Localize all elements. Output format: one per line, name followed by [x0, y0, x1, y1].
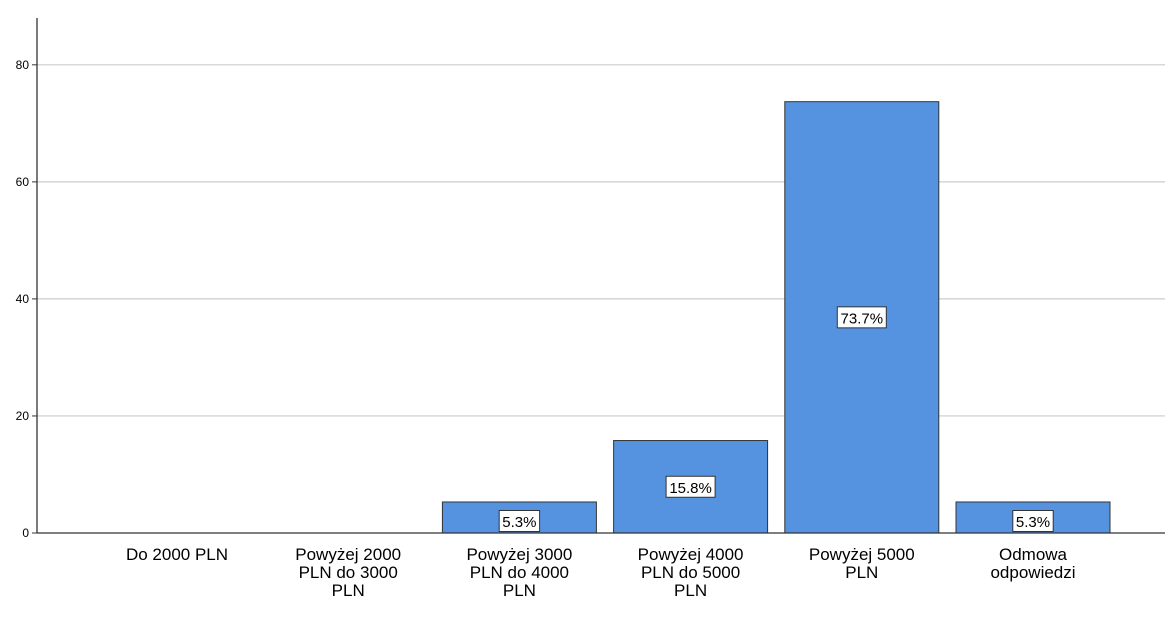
axes: 0 20 40 60 80 Do 2000 PLN Powyżej 2000 PLN do 3… [16, 18, 1165, 600]
x-tick-label: Powyżej 3000 PLN do 4000 PLN [466, 545, 572, 600]
data-label: 15.8% [669, 480, 712, 497]
x-tick-label-line: Powyżej 4000 [638, 545, 744, 564]
x-tick-label-line: PLN do 5000 [641, 563, 740, 582]
data-label: 73.7% [841, 310, 884, 327]
x-tick-label: Odmowa odpowiedzi [990, 545, 1075, 582]
data-label-box [665, 475, 716, 498]
x-tick-label-line: PLN do 4000 [470, 563, 569, 582]
x-tick-label-line: PLN [503, 581, 536, 600]
x-tick-label: Do 2000 PLN [126, 545, 228, 564]
y-tick-label: 20 [16, 409, 30, 423]
x-tick-label-line: PLN [332, 581, 365, 600]
y-tick-label: 0 [22, 526, 29, 540]
x-tick-label: Powyżej 5000 PLN [809, 545, 915, 582]
x-tick-label-line: Powyżej 3000 [466, 545, 572, 564]
x-tick-label-line: PLN [674, 581, 707, 600]
x-tick-label-line: Powyżej 5000 [809, 545, 915, 564]
data-label: 5.3% [1016, 514, 1050, 531]
y-tick-label: 60 [16, 175, 30, 189]
x-tick-label-line: Odmowa [999, 545, 1068, 564]
data-label-box [836, 306, 887, 329]
x-tick-label-line: PLN do 3000 [299, 563, 398, 582]
data-label: 5.3% [502, 514, 536, 531]
data-labels: 5.3% 15.8% 73.7% 5.3% [498, 306, 1054, 532]
data-label-box [1012, 510, 1054, 532]
x-tick-label: Powyżej 2000 PLN do 3000 PLN [295, 545, 401, 600]
x-tick-label-line: odpowiedzi [990, 563, 1075, 582]
y-tick-label: 80 [16, 58, 30, 72]
x-tick-label-line: PLN [845, 563, 878, 582]
x-tick-label: Powyżej 4000 PLN do 5000 PLN [638, 545, 744, 600]
x-tick-label-line: Powyżej 2000 [295, 545, 401, 564]
data-label-box [498, 510, 541, 532]
bars [441, 101, 1111, 534]
gridlines [37, 64, 1165, 417]
x-tick-label-line: Do 2000 PLN [126, 545, 228, 564]
y-tick-label: 40 [16, 292, 30, 306]
